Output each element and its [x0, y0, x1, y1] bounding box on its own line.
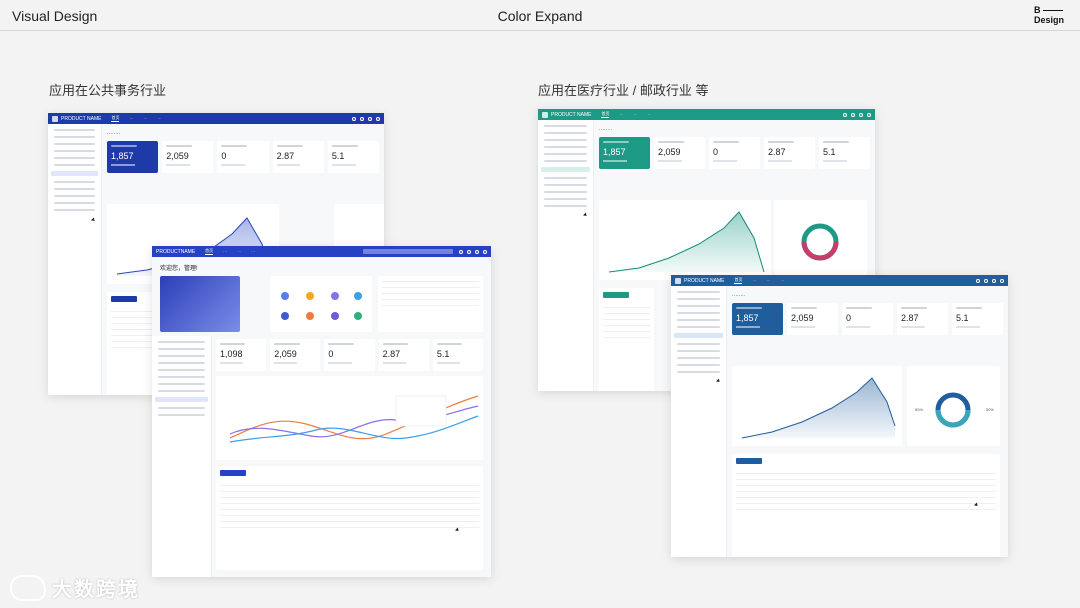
- page-title-center: Color Expand: [497, 8, 583, 24]
- stat-card: 2.87: [897, 303, 948, 335]
- stat-card: 2.87: [378, 339, 429, 371]
- stat-card: 2,059: [654, 137, 705, 169]
- mock-public-front: PRODUCTNAME 首页 ··· ··· ··· 欢迎您，管理! 1,098 2,…: [152, 246, 491, 577]
- trend-area-chart: [608, 211, 765, 273]
- stat-card: 1,857: [107, 141, 159, 173]
- quick-entry-panel: [270, 276, 372, 332]
- mock-navbar: PRODUCTNAME 首页 ··· ··· ···: [152, 246, 491, 257]
- stat-card: 2,059: [270, 339, 321, 371]
- cloud-icon: [10, 574, 46, 601]
- table-panel: [732, 454, 1000, 557]
- donut-label-left: 50%: [915, 407, 924, 412]
- mock-main: ········ 1,857 2,059 0 2.87 5.1 50% 50%: [727, 286, 1008, 557]
- top-bar: Visual Design Color Expand B Design: [0, 0, 1080, 31]
- stat-card: 0: [842, 303, 893, 335]
- mock-sidebar: [671, 286, 727, 557]
- quick-entry-icons: [281, 292, 362, 320]
- page-title-left: Visual Design: [12, 8, 98, 24]
- donut-panel: [774, 200, 867, 280]
- mock-sidebar: [152, 336, 212, 577]
- mock-sidebar: [48, 124, 102, 395]
- stat-card: 0: [709, 137, 760, 169]
- stat-card: 5.1: [819, 137, 870, 169]
- stat-card: 1,857: [599, 137, 650, 169]
- mock-navbar: PRODUCT NAME 首页 ··· ··· ···: [48, 113, 384, 124]
- stat-card: 2.87: [272, 141, 324, 173]
- mock-sidebar: [538, 120, 594, 391]
- brand-logo: B Design: [1034, 5, 1065, 25]
- mock-navbar: PRODUCT NAME 首页 ··· ··· ···: [538, 109, 875, 120]
- stat-card: 5.1: [327, 141, 380, 173]
- trend-panel: [599, 200, 771, 280]
- watermark-text: 大数跨境: [52, 579, 140, 601]
- donut-label-right: 50%: [985, 407, 994, 412]
- stat-card: 0: [324, 339, 375, 371]
- donut-panel: 50% 50%: [907, 366, 1000, 446]
- section-heading-left: 应用在公共事务行业: [49, 83, 167, 98]
- welcome-banner: [160, 276, 240, 332]
- donut-chart: [935, 392, 971, 428]
- mock-navbar: PRODUCT NAME 首页 ··· ··· ···: [671, 275, 1008, 286]
- stat-card: 2.87: [764, 137, 815, 169]
- stat-card: 5.1: [432, 339, 484, 371]
- stat-card: 0: [217, 141, 269, 173]
- stat-card: 2,059: [162, 141, 214, 173]
- stat-card: 1,098: [216, 339, 267, 371]
- stat-cards: 1,098 2,059 0 2.87 5.1: [216, 339, 484, 371]
- notice-panel: [378, 276, 483, 332]
- watermark: 大数跨境: [10, 573, 140, 602]
- mock-postal: PRODUCT NAME 首页 ··· ··· ··· ········ 1,857 …: [671, 275, 1008, 557]
- multi-line-chart: [229, 395, 479, 443]
- trend-area-chart: [741, 377, 896, 439]
- section-heading-right: 应用在医疗行业 / 邮政行业 等: [538, 83, 709, 98]
- mock-main: ········ 1,857 2,059 0 2.87 5.1: [594, 120, 875, 391]
- trend-panel: [732, 366, 902, 446]
- donut-chart: [801, 223, 839, 261]
- stat-card: 2,059: [787, 303, 838, 335]
- stat-card: 1,857: [732, 303, 783, 335]
- line-chart-panel: [216, 376, 483, 460]
- table-panel: [216, 466, 483, 570]
- stat-card: 5.1: [952, 303, 1003, 335]
- greeting-text: 欢迎您，管理!: [160, 266, 198, 272]
- table-panel: [599, 288, 654, 391]
